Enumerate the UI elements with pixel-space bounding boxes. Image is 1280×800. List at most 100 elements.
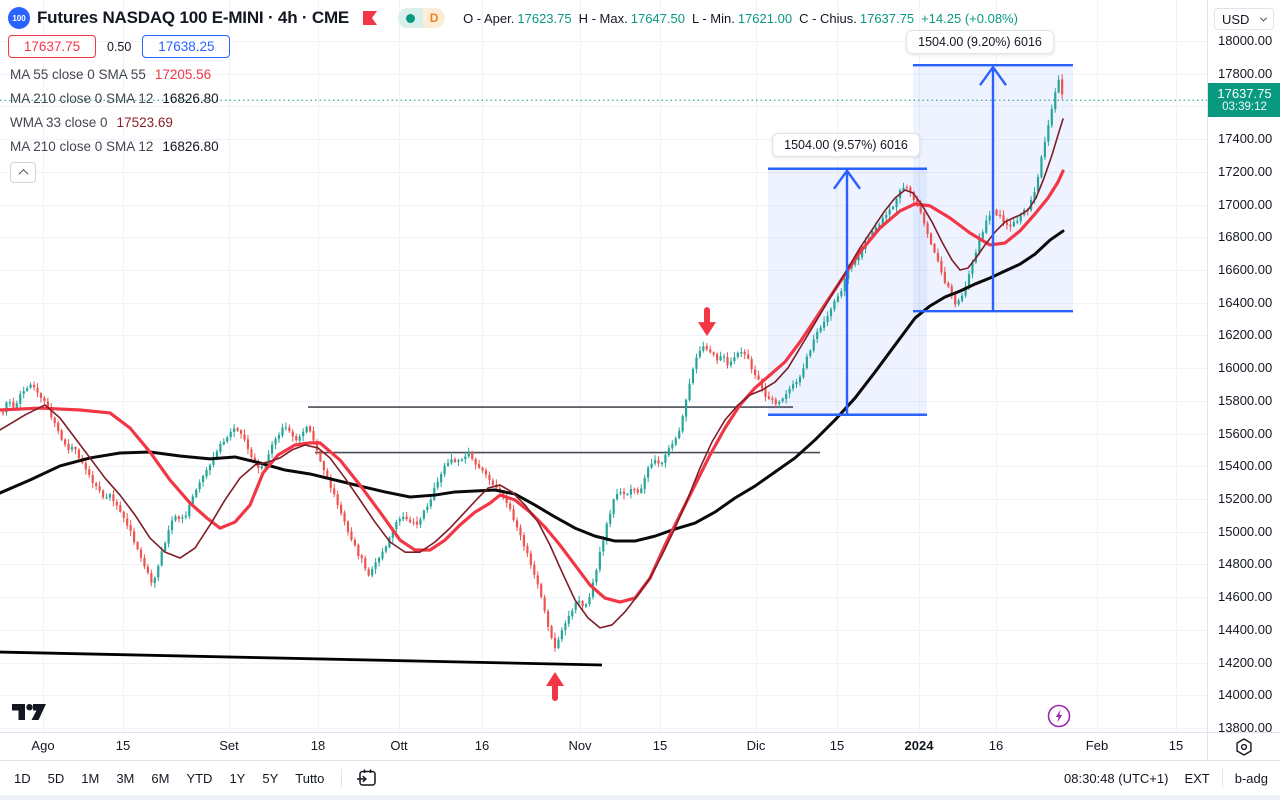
time-axis-label: Feb (1085, 738, 1109, 753)
price-axis-label: 15000.00 (1218, 523, 1273, 539)
range-button-tutto[interactable]: Tutto (295, 770, 325, 786)
axis-corner (1207, 732, 1280, 760)
adjustment-settings[interactable]: b-adg (1234, 770, 1268, 786)
high-label: H - Max. (578, 10, 628, 26)
price-axis-label: 15800.00 (1218, 392, 1273, 408)
price-axis-label: 17800.00 (1218, 65, 1273, 81)
toolbar-divider (341, 769, 343, 787)
current-price-badge: 17637.75 03:39:12 (1208, 83, 1280, 118)
currency-label: USD (1222, 11, 1250, 27)
indicator-legend: MA 55 close 0 SMA 55 17205.56 MA 210 close… (10, 62, 219, 183)
time-axis-label: Dic (746, 738, 766, 753)
indicator-name: MA 210 close 0 SMA 12 (10, 90, 154, 106)
range-button-1y[interactable]: 1Y (229, 770, 246, 786)
indicator-legend-row[interactable]: MA 55 close 0 SMA 55 17205.56 (10, 62, 219, 86)
indicator-name: MA 210 close 0 SMA 12 (10, 138, 154, 154)
open-label: O - Aper. (463, 10, 515, 26)
ohlc-values: O - Aper. 17623.75 H - Max. 17647.50 L - M… (463, 11, 1018, 26)
collapse-legend-button[interactable] (10, 162, 36, 183)
spread-value: 0.50 (107, 39, 132, 54)
close-label: C - Chius. (799, 10, 857, 26)
price-axis-label: 17400.00 (1218, 131, 1273, 147)
low-value: 17621.00 (737, 10, 793, 26)
time-axis-label: Set (219, 738, 239, 753)
bottom-strip (0, 795, 1280, 800)
time-axis-label: 15 (115, 738, 131, 753)
price-axis-label: 16600.00 (1218, 261, 1273, 277)
price-axis-label: 14000.00 (1218, 687, 1273, 703)
indicator-value: 16826.80 (162, 138, 219, 154)
chart-pane[interactable]: 100 Futures NASDAQ 100 E-MINI · 4h · CME… (0, 0, 1207, 732)
clock[interactable]: 08:30:48 (UTC+1) (1064, 770, 1169, 786)
bar-countdown: 03:39:12 (1222, 101, 1267, 114)
time-axis-label: 2024 (904, 738, 934, 753)
time-axis-label: 15 (652, 738, 668, 753)
price-axis-label: 16400.00 (1218, 294, 1273, 310)
price-axis-label: 13800.00 (1218, 719, 1273, 735)
chevron-down-icon (1259, 14, 1268, 22)
buy-button[interactable]: 17638.25 (142, 35, 231, 58)
toolbar-divider (1221, 769, 1223, 787)
time-axis-label: 18 (310, 738, 326, 753)
price-axis[interactable]: USD 18000.00 17800.00 17400.00 17200.00 1700… (1207, 0, 1280, 735)
price-axis-label: 15200.00 (1218, 490, 1273, 506)
measure-label-1[interactable]: 1504.00 (9.57%) 6016 (772, 133, 920, 157)
measure-label-2[interactable]: 1504.00 (9.20%) 6016 (906, 30, 1054, 54)
indicator-value: 17205.56 (154, 66, 212, 82)
indicator-name: MA 55 close 0 SMA 55 (10, 66, 146, 82)
range-button-1d[interactable]: 1D (14, 770, 31, 786)
price-axis-label: 17000.00 (1218, 196, 1273, 212)
indicator-legend-row[interactable]: MA 210 close 0 SMA 12 16826.80 (10, 134, 219, 158)
chevron-up-icon (18, 168, 28, 179)
current-price-value: 17637.75 (1217, 86, 1272, 102)
range-button-ytd[interactable]: YTD (186, 770, 213, 786)
sell-button[interactable]: 17637.75 (8, 35, 96, 58)
price-axis-label: 15400.00 (1218, 458, 1273, 474)
time-axis-label: 16 (474, 738, 490, 753)
price-axis-label: 14200.00 (1218, 654, 1273, 670)
indicator-name: WMA 33 close 0 (10, 114, 108, 130)
range-button-5d[interactable]: 5D (47, 770, 65, 786)
low-label: L - Min. (691, 10, 735, 26)
time-axis-label: 15 (1168, 738, 1184, 753)
indicator-value: 16826.80 (162, 90, 219, 106)
price-axis-label: 16200.00 (1218, 327, 1273, 343)
indicator-value: 17523.69 (116, 114, 173, 130)
lightning-icon[interactable] (1047, 704, 1071, 728)
range-button-5y[interactable]: 5Y (262, 770, 279, 786)
go-to-date-button[interactable] (356, 768, 378, 788)
high-value: 17647.50 (630, 10, 685, 26)
price-axis-label: 14400.00 (1218, 621, 1273, 637)
close-value: 17637.75 (859, 10, 915, 26)
price-axis-label: 14800.00 (1218, 556, 1273, 572)
currency-button[interactable]: USD (1214, 8, 1274, 30)
change-value: +14.25 (+0.08%) (921, 10, 1018, 26)
symbol-title[interactable]: Futures NASDAQ 100 E-MINI · 4h · CME (37, 8, 350, 27)
tradingview-logo[interactable] (12, 699, 46, 730)
price-chart-canvas[interactable] (0, 0, 1207, 732)
indicator-legend-row[interactable]: WMA 33 close 0 17523.69 (10, 110, 219, 134)
range-button-1m[interactable]: 1M (81, 770, 100, 786)
price-axis-label: 17200.00 (1218, 163, 1273, 179)
time-axis-label: Nov (568, 738, 592, 753)
chart-header: 100 Futures NASDAQ 100 E-MINI · 4h · CME… (8, 6, 1018, 58)
range-button-6m[interactable]: 6M (151, 770, 170, 786)
indicator-legend-row[interactable]: MA 210 close 0 SMA 12 16826.80 (10, 86, 219, 110)
time-axis[interactable]: Ago 15 Set 18 Ott 16 Nov 15 Dic 15 2024 16 Feb 15 (0, 732, 1207, 760)
price-axis-label: 14600.00 (1218, 589, 1273, 605)
delayed-data-icon: D (423, 8, 446, 28)
market-status-pill[interactable]: D (398, 8, 446, 28)
session-ext-badge[interactable]: EXT (1184, 770, 1210, 786)
range-button-3m[interactable]: 3M (116, 770, 135, 786)
price-axis-label: 16000.00 (1218, 360, 1273, 376)
time-axis-label: 15 (829, 738, 845, 753)
time-axis-label: Ago (31, 738, 55, 753)
price-scale-settings-icon[interactable] (1234, 737, 1254, 757)
flag-icon[interactable] (362, 10, 378, 26)
market-open-dot-icon (398, 8, 424, 28)
date-range-buttons: 1D 5D 1M 3M 6M YTD 1Y 5Y Tutto (14, 771, 341, 786)
price-axis-label: 18000.00 (1218, 33, 1273, 48)
time-axis-label: 16 (988, 738, 1004, 753)
price-axis-label: 15600.00 (1218, 425, 1273, 441)
